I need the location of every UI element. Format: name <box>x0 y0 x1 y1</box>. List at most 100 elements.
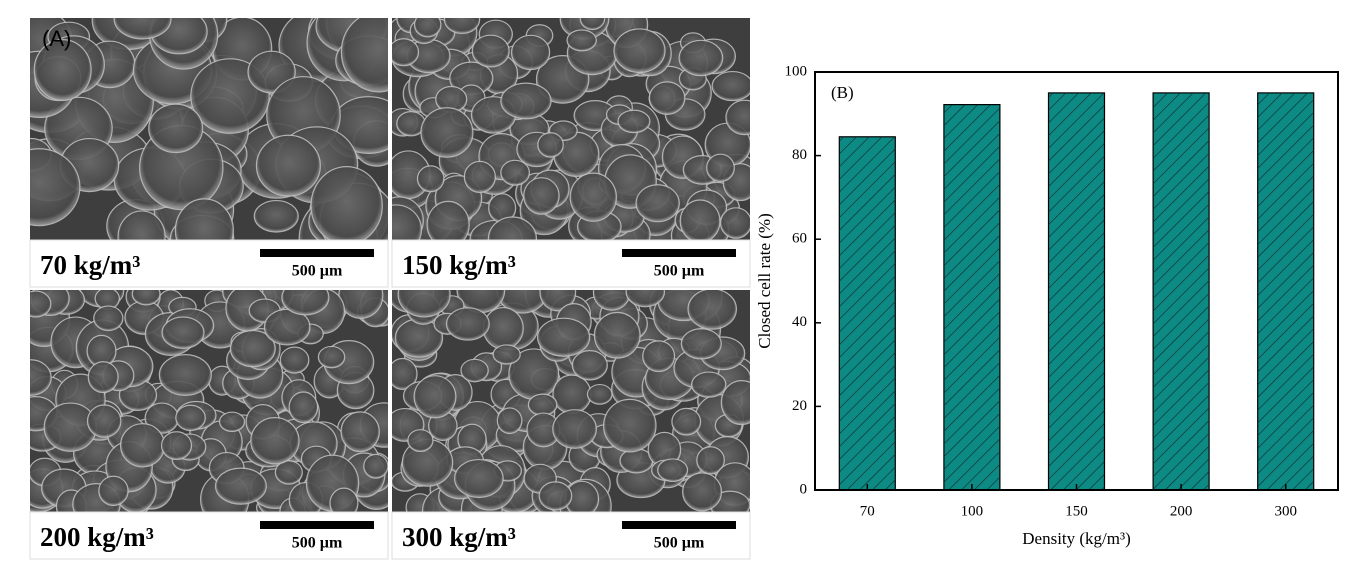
cell <box>279 346 310 374</box>
cell <box>571 350 608 381</box>
x-tick-label: 300 <box>1274 503 1297 519</box>
cell <box>392 357 418 390</box>
cell <box>538 481 573 511</box>
cell <box>214 467 267 505</box>
cell <box>158 354 212 397</box>
sem-image <box>30 18 388 240</box>
cell <box>250 417 300 465</box>
cell <box>569 172 617 222</box>
cell <box>392 204 423 240</box>
scale-bar <box>622 521 736 529</box>
cell <box>229 329 276 368</box>
cell <box>255 134 321 197</box>
bar-hatch <box>839 136 896 491</box>
sem-image <box>30 290 388 512</box>
cell <box>642 340 676 373</box>
y-axis-label: Closed cell rate (%) <box>755 213 774 348</box>
cell <box>445 307 490 341</box>
cell <box>586 383 613 405</box>
bar-hatch <box>943 104 1000 490</box>
cell <box>711 70 750 102</box>
cell <box>696 446 725 475</box>
x-tick-label: 150 <box>1065 503 1088 519</box>
scale-bar <box>622 249 736 257</box>
cell <box>131 290 161 306</box>
cell <box>463 160 496 194</box>
panel-label: 300 kg/m³ <box>402 522 516 552</box>
scale-bar <box>260 521 374 529</box>
cell <box>407 429 434 453</box>
figure-label: (A) <box>42 26 71 51</box>
cell <box>453 458 504 499</box>
panel-label: 70 kg/m³ <box>40 250 140 280</box>
cell <box>500 82 552 120</box>
cell <box>443 18 481 35</box>
cell <box>317 345 346 369</box>
label-strip <box>29 511 389 560</box>
plot-frame <box>814 71 1339 491</box>
scale-bar-label: 500 µm <box>292 263 343 280</box>
cell <box>30 359 52 397</box>
scale-bar-label: 500 µm <box>292 535 343 552</box>
cell <box>496 407 523 435</box>
bar-hatch <box>1048 92 1105 491</box>
cell <box>119 423 166 468</box>
cell <box>160 431 193 461</box>
cell <box>363 453 388 479</box>
cell <box>552 374 592 415</box>
cell <box>148 103 204 154</box>
cell <box>719 207 750 239</box>
cell <box>617 109 651 134</box>
x-axis-label: Density (kg/m³) <box>1022 529 1131 548</box>
cell <box>175 404 206 432</box>
cell <box>288 391 319 424</box>
panel-label: (B) <box>831 83 854 102</box>
cell <box>613 28 666 74</box>
cell <box>527 393 558 417</box>
cell <box>706 153 735 183</box>
cell <box>678 39 724 77</box>
bar-hatch <box>1153 92 1210 491</box>
cell <box>510 34 551 71</box>
cell <box>113 18 172 40</box>
panel-label: 150 kg/m³ <box>402 250 516 280</box>
sem-image <box>392 290 750 512</box>
cell <box>680 328 722 360</box>
cell <box>340 18 388 93</box>
cell <box>679 199 721 240</box>
panel-label: 200 kg/m³ <box>40 522 154 552</box>
cell <box>87 361 119 394</box>
y-tick-label: 0 <box>800 481 808 497</box>
cell <box>30 148 81 227</box>
y-tick-label: 40 <box>792 314 807 330</box>
cell <box>253 199 299 233</box>
cell <box>392 38 420 67</box>
cell <box>117 210 166 240</box>
cell <box>218 411 246 433</box>
cell <box>93 305 124 332</box>
cell <box>86 404 122 438</box>
sem-image <box>392 18 750 240</box>
cell <box>274 460 303 485</box>
y-tick-label: 100 <box>785 63 808 79</box>
cell <box>310 166 383 240</box>
cell <box>482 306 524 350</box>
x-tick-label: 200 <box>1170 503 1193 519</box>
cell <box>329 487 359 512</box>
sem-panels: 70 kg/m³ 500 µm 150 kg/m³ 500 µm 200 kg/m³ 50… <box>29 18 751 560</box>
cell <box>492 344 521 365</box>
scale-bar <box>260 249 374 257</box>
bar-chart: 0 20 40 60 80 100 70 100 150 200 300 (B) Density (kg… <box>755 63 1339 548</box>
cell <box>471 34 510 68</box>
cell <box>523 177 560 215</box>
y-tick-label: 80 <box>792 147 807 163</box>
cell <box>579 18 606 31</box>
scale-bar-label: 500 µm <box>654 535 705 552</box>
cell <box>537 132 564 158</box>
cell <box>174 198 234 240</box>
cell <box>648 81 686 115</box>
cell <box>397 290 451 318</box>
cell <box>426 200 470 240</box>
cell <box>420 107 474 158</box>
